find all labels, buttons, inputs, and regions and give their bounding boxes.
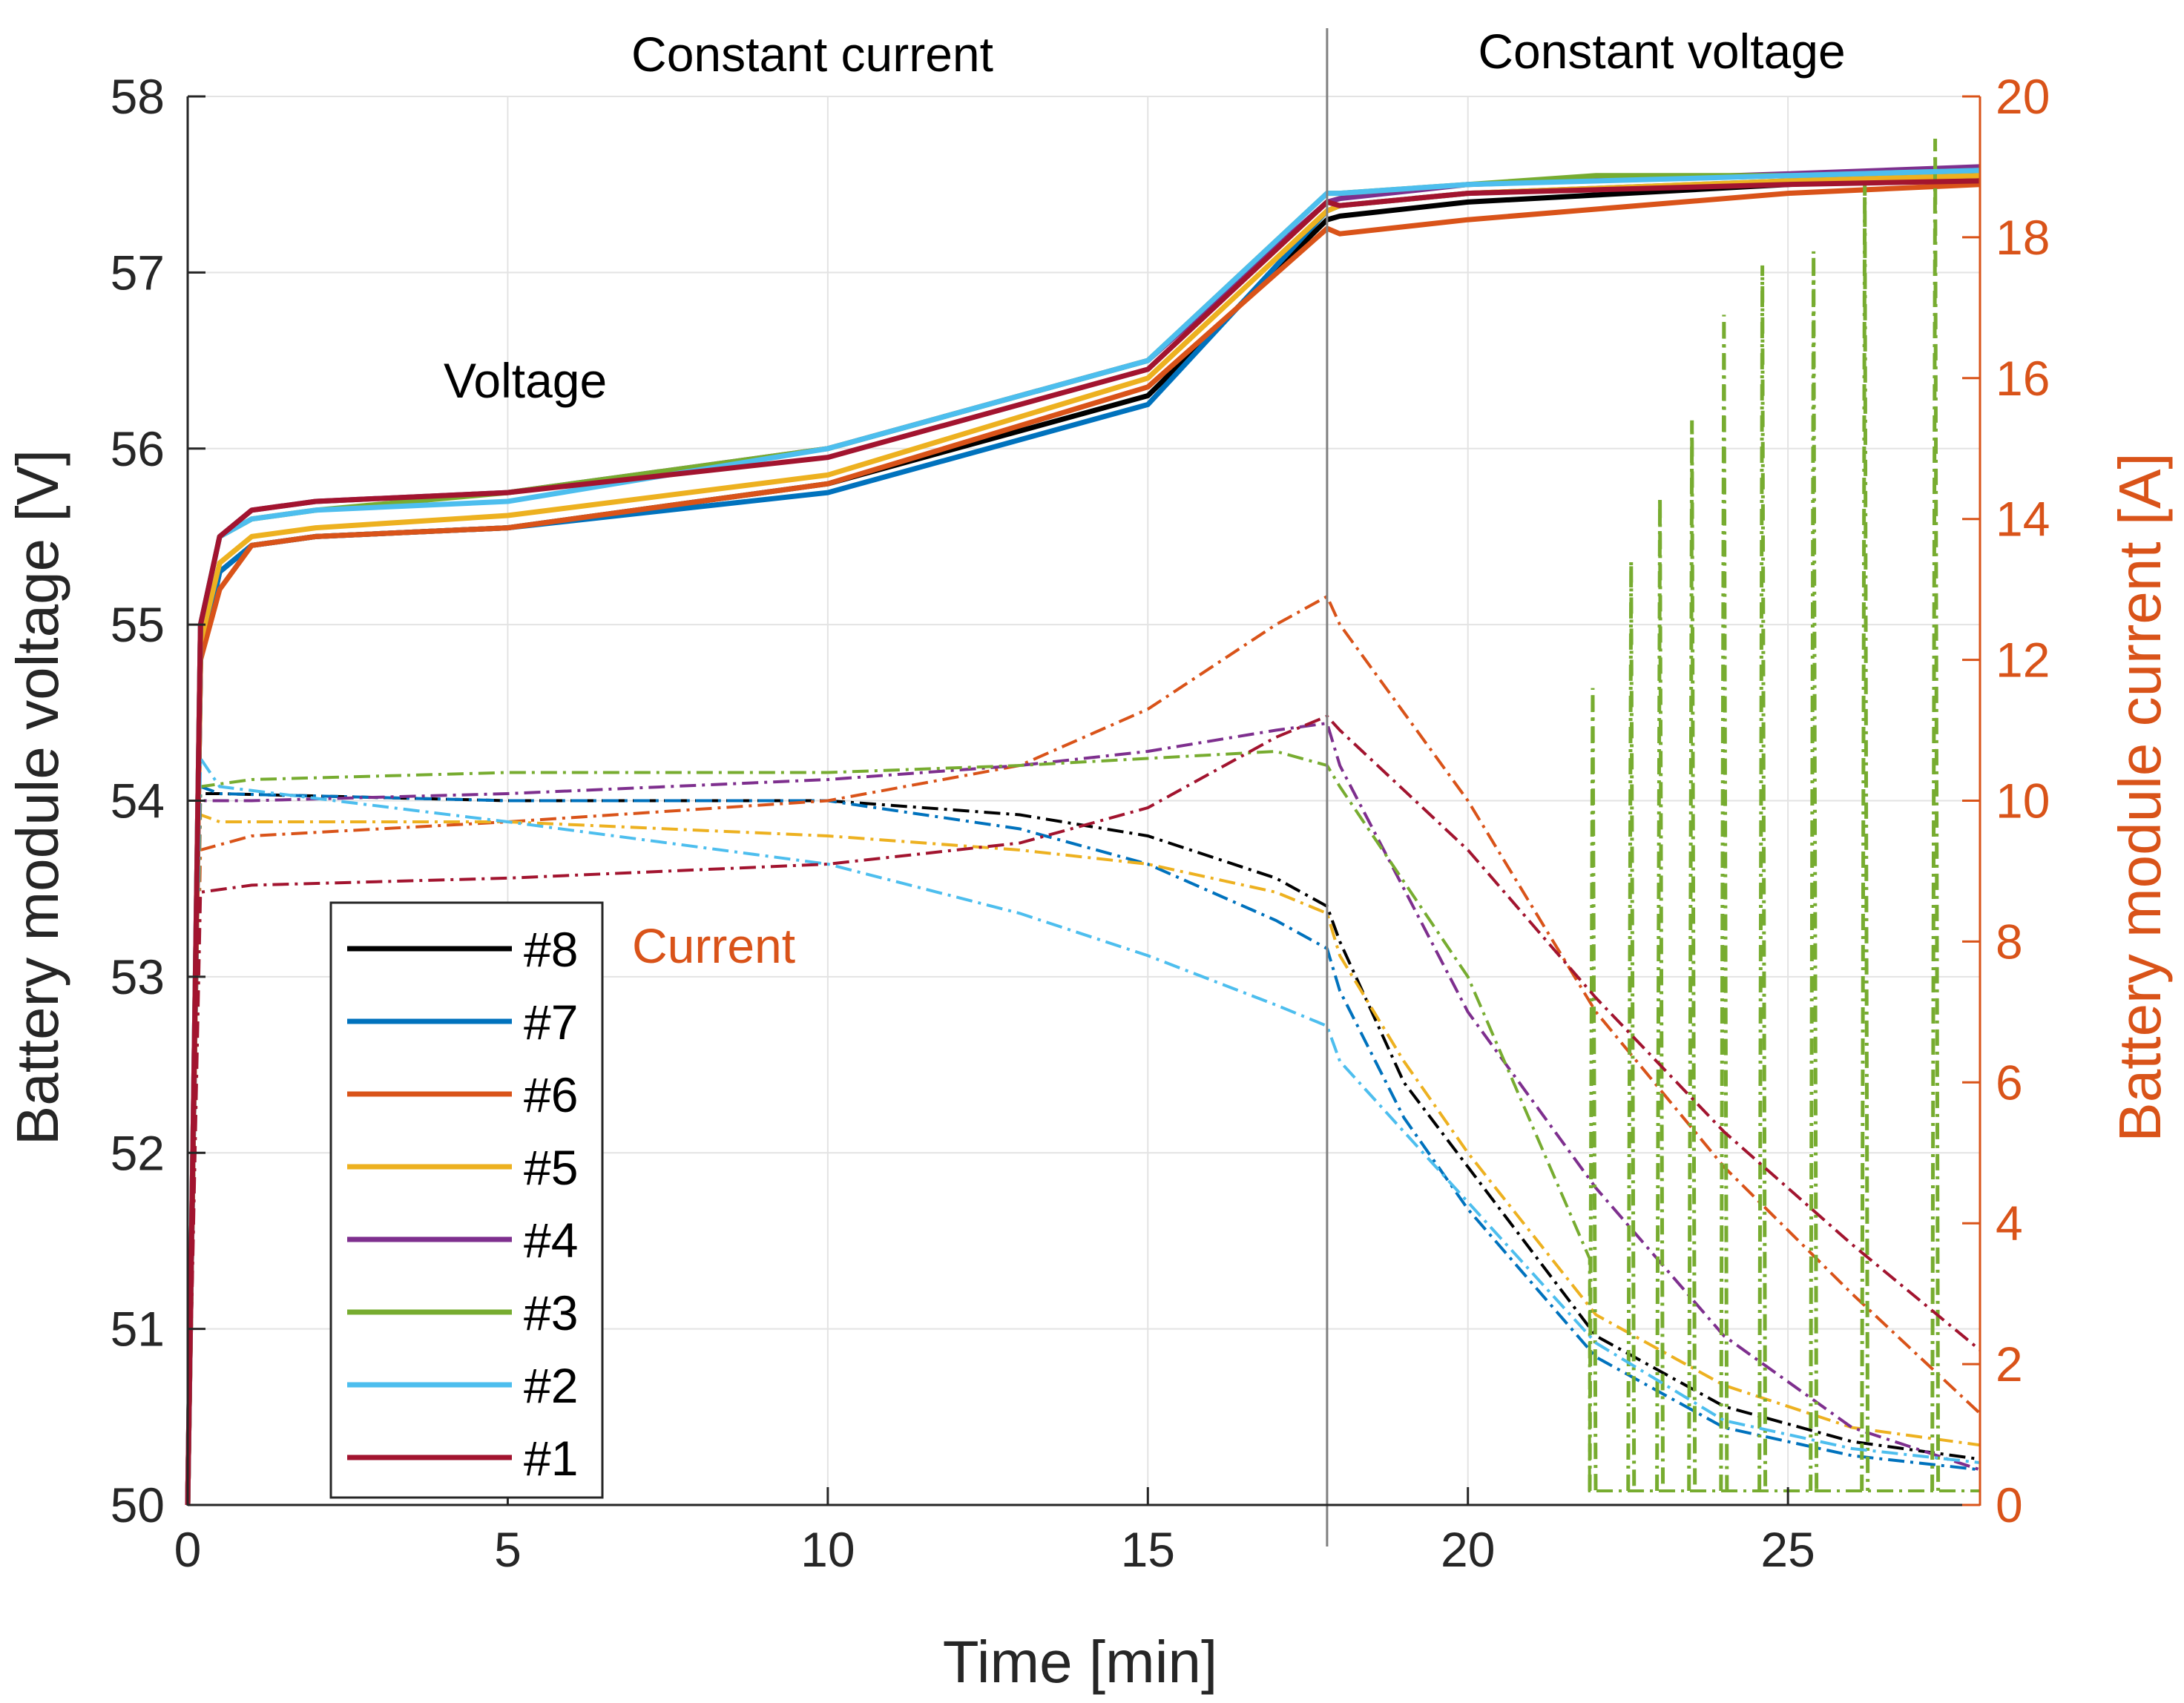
legend-entry-series-8: #8 <box>347 922 578 977</box>
x-tick-label: 10 <box>800 1522 855 1577</box>
voltage-line-series-6 <box>185 182 1981 1506</box>
y-tick-label-left: 50 <box>111 1478 165 1532</box>
current-line-series-3 <box>186 749 1980 1506</box>
x-axis-label: Time [min] <box>943 1629 1217 1695</box>
legend-label: #8 <box>524 922 578 977</box>
current-spike <box>1626 561 1637 1492</box>
legend-entry-series-1: #1 <box>347 1431 578 1486</box>
voltage-annotation: Voltage <box>444 353 607 408</box>
axes: 0 5 10 15 20 25 50 51 52 53 54 55 56 57 58 0 2 4 6 8 10 12 14 1… <box>111 28 2050 1577</box>
y-tick-label-left: 55 <box>111 597 165 652</box>
y-tick-label-right: 0 <box>1996 1478 2023 1532</box>
y-tick-label-left: 53 <box>111 949 165 1004</box>
x-tick-label: 20 <box>1441 1522 1495 1577</box>
legend-label: #5 <box>524 1140 578 1195</box>
current-spike <box>1809 251 1819 1492</box>
current-line-series-7 <box>186 784 1981 1506</box>
legend-label: #1 <box>524 1431 578 1486</box>
current-spike <box>1757 265 1768 1492</box>
x-tick-label: 15 <box>1121 1522 1175 1577</box>
x-tick-label: 0 <box>174 1522 202 1577</box>
current-spike <box>1930 138 1941 1492</box>
y-axis-label-left: Battery module voltage [V] <box>4 449 70 1145</box>
current-line-series-2 <box>186 754 1981 1506</box>
constant-current-label: Constant current <box>631 27 993 82</box>
current-spike <box>1588 688 1598 1492</box>
y-tick-label-right: 18 <box>1996 210 2050 265</box>
current-line-series-1 <box>186 714 1981 1506</box>
legend-label: #3 <box>524 1285 578 1340</box>
y-tick-label-right: 20 <box>1996 69 2050 124</box>
voltage-line-series-1 <box>185 178 1981 1506</box>
y-tick-label-right: 4 <box>1996 1196 2023 1251</box>
legend-entry-series-5: #5 <box>347 1140 578 1195</box>
y-tick-label-right: 12 <box>1996 633 2050 688</box>
y-tick-label-right: 14 <box>1996 492 2050 547</box>
legend: #8 #7 #6 #5 #4 #3 #2 #1 <box>329 901 604 1499</box>
constant-voltage-label: Constant voltage <box>1478 24 1845 79</box>
legend-entry-series-6: #6 <box>347 1067 578 1122</box>
legend-label: #7 <box>524 995 578 1050</box>
legend-label: #6 <box>524 1067 578 1122</box>
y-tick-label-right: 10 <box>1996 774 2050 829</box>
current-spike <box>1719 314 1729 1492</box>
series-lines <box>185 138 1981 1506</box>
current-annotation: Current <box>632 918 795 973</box>
y-tick-label-left: 57 <box>111 245 165 300</box>
y-tick-label-left: 52 <box>111 1125 165 1180</box>
y-tick-label-left: 51 <box>111 1302 165 1357</box>
legend-label: #4 <box>524 1213 578 1268</box>
current-line-series-5 <box>186 812 1981 1506</box>
x-tick-label: 25 <box>1760 1522 1815 1577</box>
current-spike <box>1655 498 1665 1492</box>
y-tick-label-right: 6 <box>1996 1055 2023 1110</box>
legend-entry-series-3: #3 <box>347 1285 578 1340</box>
y-tick-label-right: 2 <box>1996 1337 2023 1391</box>
legend-label: #2 <box>524 1358 578 1413</box>
phase-labels: Constant current Constant voltage <box>631 24 1846 82</box>
current-line-series-6 <box>186 594 1981 1506</box>
current-line-series-4 <box>186 721 1981 1506</box>
y-tick-label-left: 54 <box>111 774 165 829</box>
y-tick-label-left: 56 <box>111 421 165 476</box>
legend-entry-series-4: #4 <box>347 1213 578 1268</box>
legend-box <box>329 901 604 1499</box>
y-tick-label-right: 16 <box>1996 351 2050 406</box>
legend-entry-series-2: #2 <box>347 1358 578 1413</box>
x-tick-label: 5 <box>494 1522 522 1577</box>
y-tick-label-left: 58 <box>111 69 165 124</box>
legend-entry-series-7: #7 <box>347 995 578 1050</box>
current-spike <box>1687 420 1697 1492</box>
y-axis-label-right: Battery module current [A] <box>2107 452 2173 1142</box>
y-tick-label-right: 8 <box>1996 914 2023 969</box>
